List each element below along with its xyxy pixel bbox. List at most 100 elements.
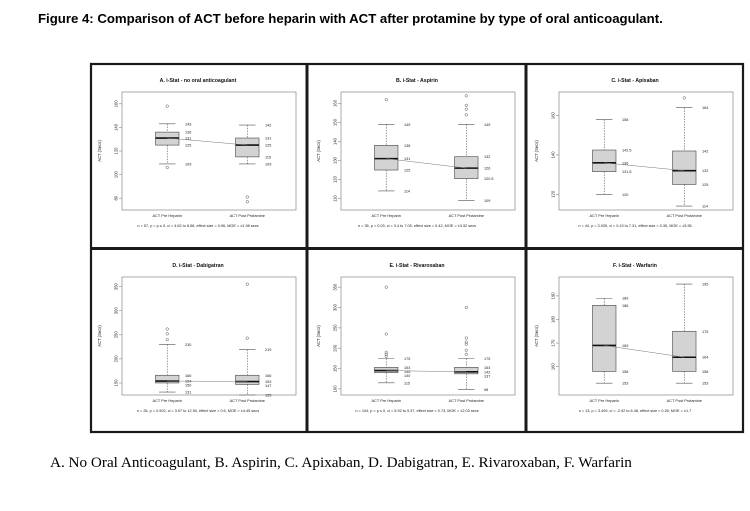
y-axis-label: ACT (Secs) [316, 140, 321, 162]
y-tick-label: 350 [114, 282, 119, 290]
chart-panel-d: D. i-Stat - Dabigatran 150 200 250 300 350 ACT… [97, 263, 297, 413]
value-label: 142 [702, 150, 708, 154]
y-tick-label: 200 [333, 344, 338, 352]
y-axis-label: ACT (Secs) [534, 140, 539, 162]
chart-panel-c: C. i-Stat - Apixaban 120 140 160 ACT (Secs) 1… [534, 78, 734, 228]
outlier-point [245, 195, 249, 199]
value-label: 175 [404, 357, 410, 361]
outlier-point [464, 113, 468, 117]
y-axis-label: ACT (Secs) [97, 325, 102, 347]
box [672, 330, 697, 372]
plot-area [340, 276, 516, 396]
value-label: 147 [265, 384, 271, 388]
value-label: 158 [622, 370, 628, 374]
value-label: 138 [404, 144, 410, 148]
y-tick-label: 120 [333, 175, 338, 183]
y-tick-label: 350 [333, 283, 338, 291]
value-label: 195 [702, 283, 708, 287]
chart-title: D. i-Stat - Dabigatran [172, 263, 223, 269]
box [454, 367, 479, 375]
x-category-label: ACT Post Protamine [230, 213, 265, 218]
y-tick-label: 300 [114, 307, 119, 315]
y-tick-label: 160 [551, 363, 556, 371]
value-label: 164 [702, 106, 708, 110]
box [592, 305, 617, 372]
y-tick-label: 200 [114, 355, 119, 363]
y-tick-label: 140 [113, 123, 118, 131]
outlier-point [165, 104, 169, 108]
value-label: 166 [185, 374, 191, 378]
x-category-label: ACT Post Protamine [449, 213, 484, 218]
value-label: 109 [265, 162, 271, 166]
chart-title: E. i-Stat - Rivaroxaban [389, 263, 444, 269]
box [592, 149, 617, 172]
y-tick-label: 150 [333, 364, 338, 372]
box [672, 150, 697, 185]
stats-text: n = 44, p = 3.039, ci = 0.19 to 7.31, ef… [578, 224, 691, 228]
value-label: 219 [265, 348, 271, 352]
value-label: 230 [185, 343, 191, 347]
value-label: 169 [622, 344, 628, 348]
value-label: 109 [484, 199, 490, 203]
outlier-point [165, 165, 169, 170]
value-label: 125 [265, 394, 271, 398]
outlier-point [464, 103, 468, 107]
plot-area [121, 276, 297, 396]
outlier-point [384, 98, 388, 102]
value-label: 142 [265, 124, 271, 128]
value-label: 98 [484, 388, 488, 392]
y-axis-label: ACT (Secs) [97, 140, 102, 162]
value-label: 158 [622, 118, 628, 122]
value-label: 145 [404, 370, 410, 374]
value-label: 131 [185, 137, 191, 141]
outlier-point [165, 338, 169, 342]
y-tick-label: 80 [114, 195, 119, 200]
value-label: 125 [265, 144, 271, 148]
value-label: 126 [484, 167, 490, 171]
y-tick-label: 140 [333, 137, 338, 145]
y-tick-label: 300 [333, 303, 338, 311]
y-tick-label: 160 [114, 100, 119, 108]
outlier-point [245, 336, 249, 340]
value-label: 153 [484, 366, 490, 370]
outlier-point [464, 305, 468, 310]
figure-title: Figure 4: Comparison of ACT before hepar… [38, 11, 663, 26]
value-label: 125 [185, 144, 191, 148]
stats-text: n = 26, p = 0.902, ci = 3.57 to 12.50, e… [137, 409, 259, 413]
y-tick-label: 140 [551, 151, 556, 159]
x-category-label: ACT Pre Heparin [589, 398, 619, 403]
box [374, 144, 399, 171]
value-label: 189 [622, 297, 628, 301]
chart-panel-f: F. i-Stat - Warfarin 160 170 180 190 ACT (Sec… [534, 263, 734, 413]
outlier-point [245, 200, 249, 204]
value-label: 149 [404, 123, 410, 127]
y-tick-label: 160 [551, 111, 556, 119]
outlier-point [384, 285, 388, 289]
value-label: 137 [484, 375, 490, 379]
chart-title: A. i-Stat - no oral anticoagulant [160, 78, 237, 84]
y-axis-label: ACT (Secs) [316, 325, 321, 347]
y-tick-label: 120 [114, 147, 119, 155]
chart-panel-b: B. i-Stat - Aspirin 110 120 130 140 150 160 ACT… [316, 78, 516, 228]
x-category-label: ACT Pre Heparin [371, 213, 401, 218]
value-label: 153 [622, 382, 628, 386]
outlier-point [384, 352, 388, 356]
y-axis-label: ACT (Secs) [534, 325, 539, 347]
stats-text: n = 13, p = 3.409, ci = -2.92 to 6.48, e… [579, 409, 692, 413]
box [235, 137, 260, 158]
value-label: 136 [185, 131, 191, 135]
value-label: 143 [185, 122, 191, 126]
stats-text: n = 104, p = p ≤ 0, ci = 5.92 to 9.37, e… [355, 409, 478, 413]
box [235, 374, 260, 385]
y-tick-label: 170 [551, 339, 556, 347]
outlier-point [682, 96, 686, 100]
chart-title: B. i-Stat - Aspirin [396, 78, 438, 84]
stats-text: n = 35, p = 0.03, ci = 3.4 to 7.05, effe… [358, 224, 476, 228]
median-connector [604, 162, 685, 171]
figure-caption: A. No Oral Anticoagulant, B. Aspirin, C.… [50, 454, 632, 471]
box [155, 374, 180, 384]
median-connector [386, 370, 467, 373]
value-label: 120.5 [484, 177, 494, 181]
outlier-point [165, 332, 169, 336]
x-category-label: ACT Pre Heparin [589, 213, 619, 218]
